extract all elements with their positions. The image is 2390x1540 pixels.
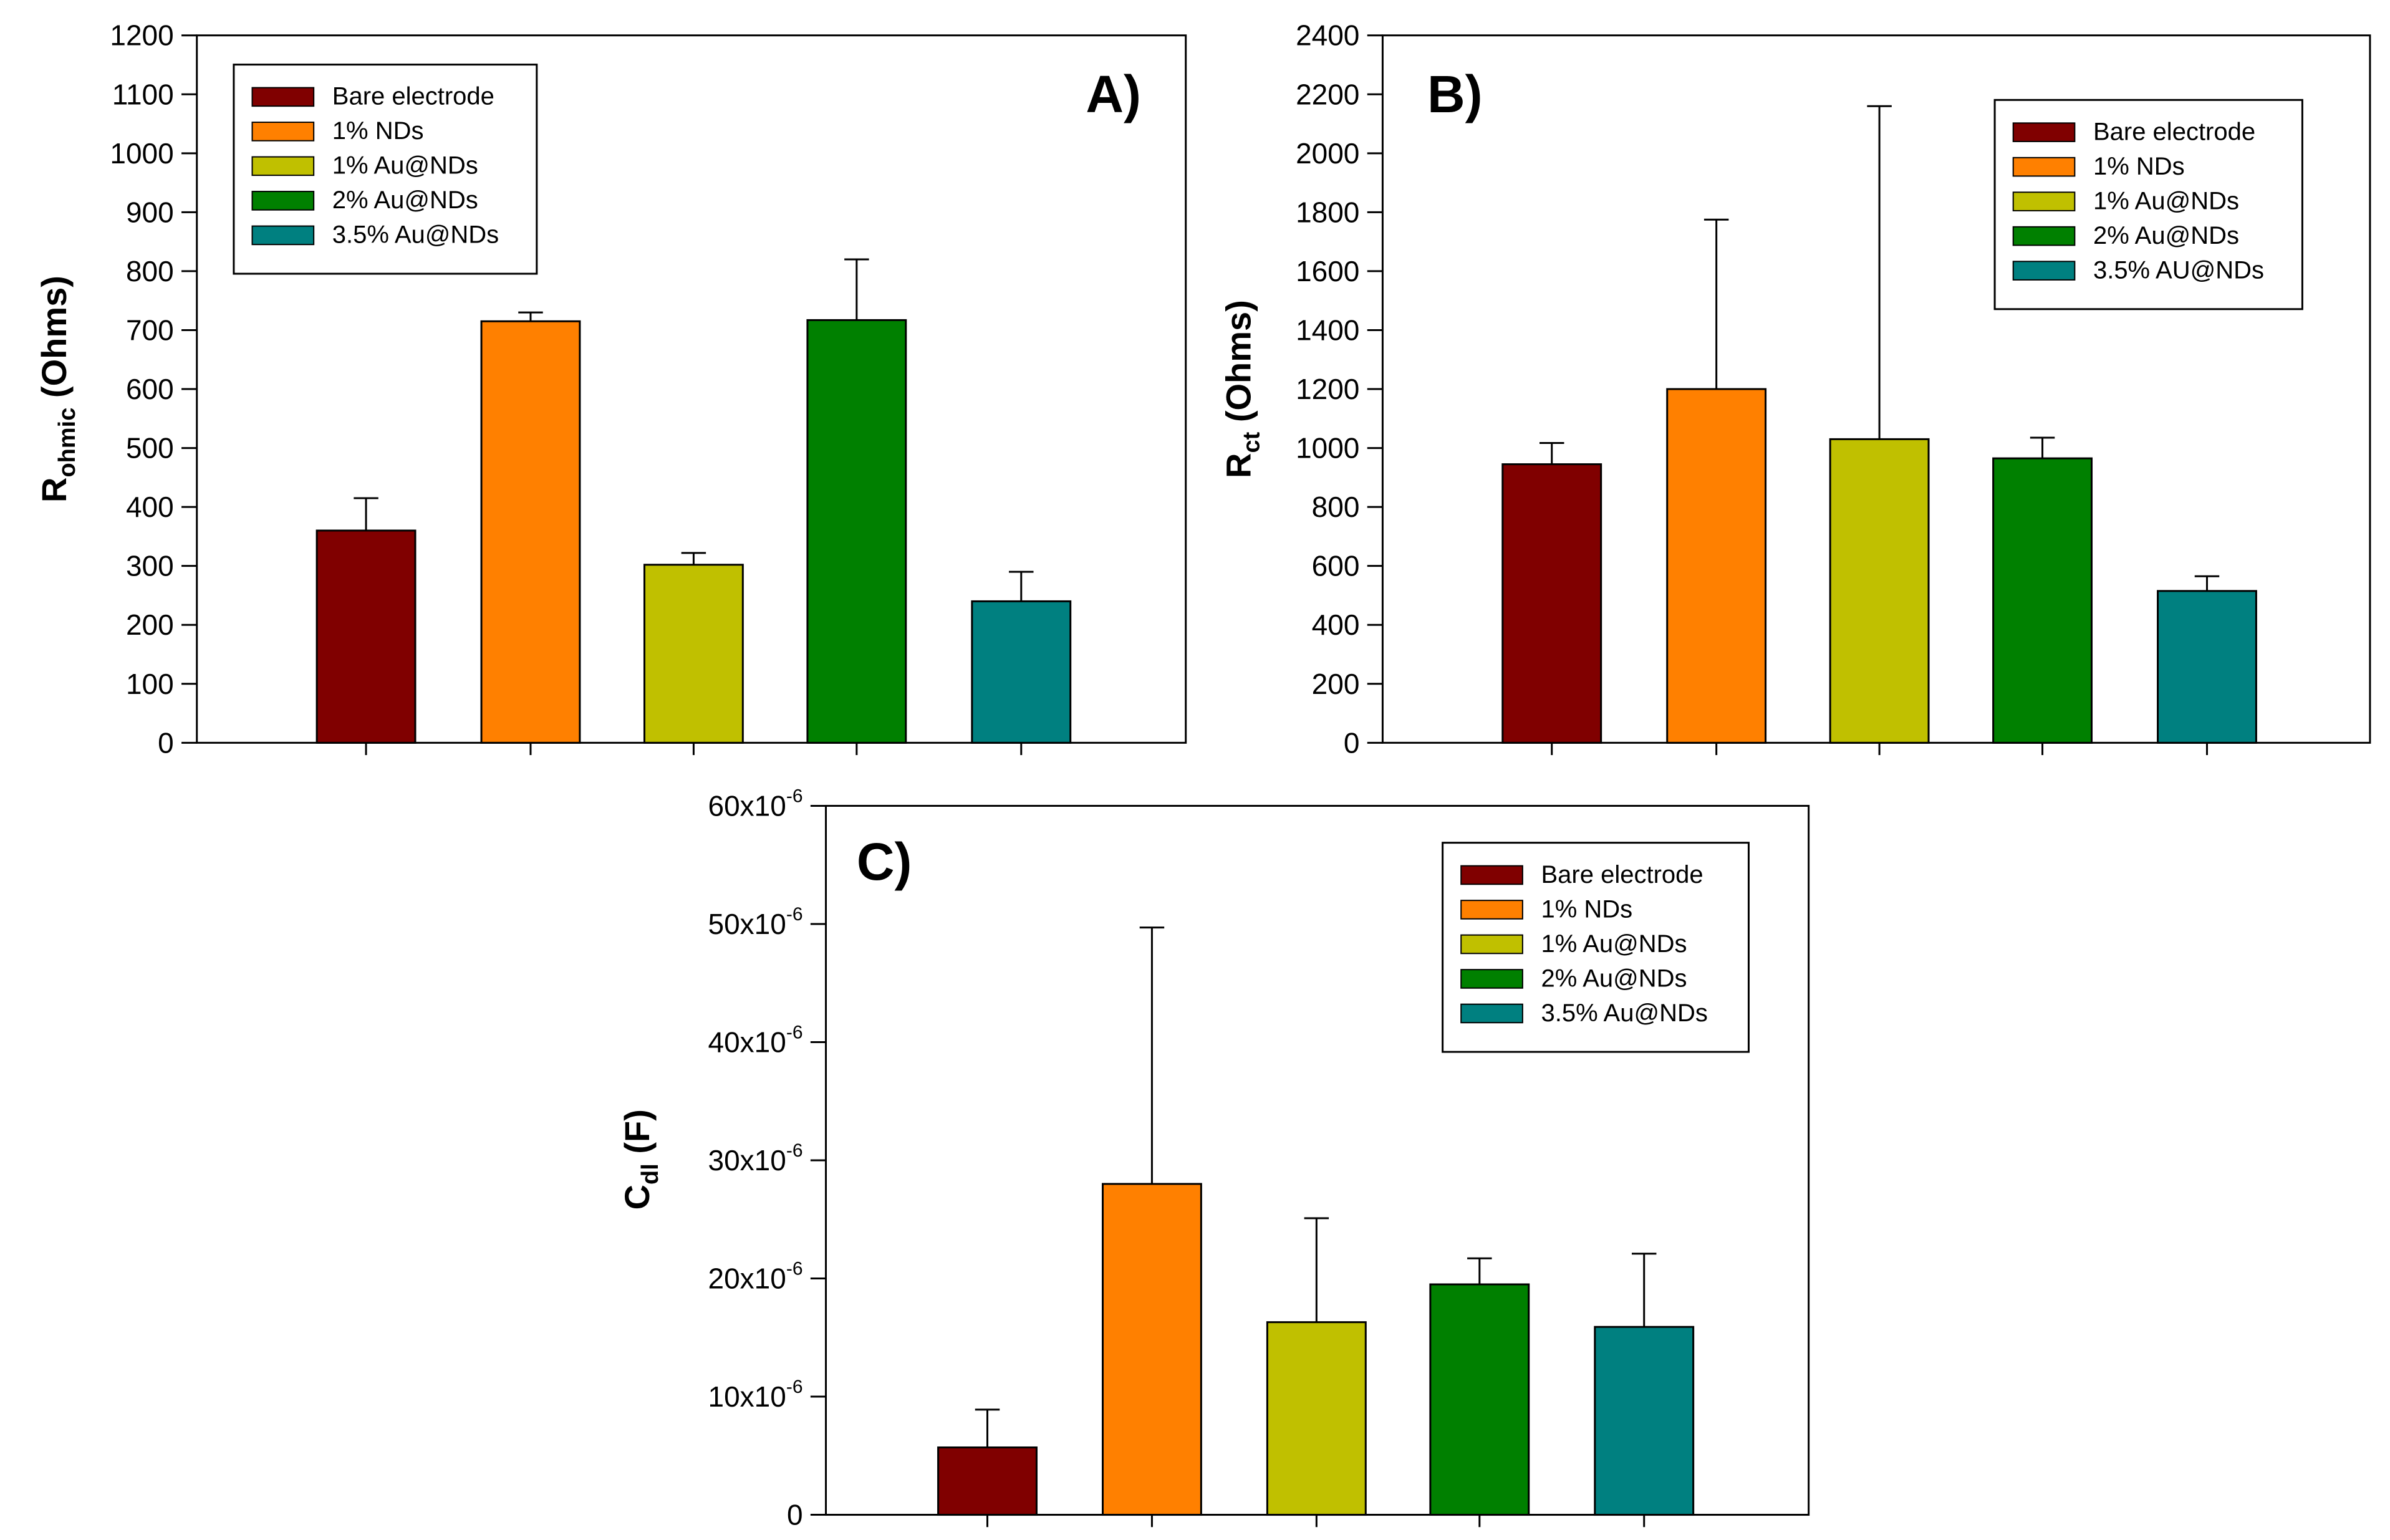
bar [480,320,581,744]
legend-swatch [1460,969,1523,989]
bar [1829,438,1930,744]
legend: Bare electrode 1% NDs 1% Au@NDs 2% Au@NDs 3.… [1442,842,1750,1053]
bar [316,529,417,744]
chart-panel-b: 0 200 400 600 800 1000 1200 1400 1600 1800 2000 220… [1218,19,2371,759]
bar [1266,1321,1367,1516]
bar [1666,388,1767,744]
y-tick-label: 400 [126,491,174,523]
bar [1992,457,2093,744]
y-tick-label: 20x10-6 [708,1259,803,1295]
y-tick-label: 1000 [1296,432,1359,464]
y-tick-label: 1200 [1296,373,1359,405]
y-tick-label: 400 [1312,609,1360,641]
legend-swatch [251,122,315,142]
y-tick-label: 1400 [1296,314,1359,346]
y-tick-label: 1800 [1296,196,1359,228]
legend-swatch [2012,191,2076,211]
legend-swatch [1460,900,1523,920]
bar [937,1446,1038,1516]
y-tick-label: 60x10-6 [708,786,803,822]
legend-label: 1% Au@NDs [2093,187,2239,214]
legend-swatch [251,225,315,246]
y-tick-label: 200 [1312,668,1360,700]
y-tick-label: 300 [126,550,174,582]
y-tick-label: 2400 [1296,19,1359,52]
y-tick-label: 100 [126,668,174,700]
bar [1429,1283,1530,1516]
chart-panel-a: 0 100 200 300 400 500 600 700 800 900 1000 1100 1200… [34,19,1187,759]
y-tick-label: 0 [1344,726,1360,759]
legend-label: Bare electrode [1541,861,1703,888]
y-tick-label: 200 [126,609,174,641]
panel-label: A) [1086,65,1141,123]
legend-label: Bare electrode [332,83,494,110]
legend-label: 1% NDs [2093,153,2185,180]
legend-swatch [251,87,315,107]
legend-label: Bare electrode [2093,118,2255,145]
legend-swatch [251,191,315,211]
y-tick-label: 500 [126,432,174,464]
bar [1501,463,1602,744]
bar [643,564,744,744]
legend-label: 1% NDs [1541,895,1632,923]
legend-swatch [1460,934,1523,955]
legend-swatch [251,156,315,176]
legend: Bare electrode 1% NDs 1% Au@NDs 2% Au@NDs 3.… [1993,99,2303,310]
y-tick-label: 1200 [110,19,173,52]
legend-label: 3.5% Au@NDs [1541,999,1707,1027]
panel-label: B) [1427,65,1483,123]
chart-panel-c: 0 10x10-6 20x10-6 30x10-6 40x10-6 50x10-6 60x1… [617,786,1810,1531]
legend-swatch [2012,226,2076,246]
y-axis-title: Rct (Ohms) [1218,300,1265,478]
legend-label: 3.5% AU@NDs [2093,256,2264,284]
legend-label: 1% Au@NDs [332,152,478,180]
panel-label: C) [857,832,912,891]
legend-swatch [2012,261,2076,281]
y-tick-label: 30x10-6 [708,1140,803,1177]
legend-swatch [1460,1003,1523,1024]
y-tick-label: 600 [126,373,174,405]
bar [806,319,907,744]
y-tick-label: 700 [126,314,174,346]
y-tick-label: 0 [158,726,174,759]
legend-label: 1% NDs [332,117,424,145]
y-tick-label: 40x10-6 [708,1022,803,1058]
legend: Bare electrode 1% NDs 1% Au@NDs 2% Au@NDs 3.… [233,64,538,275]
legend-swatch [1460,865,1523,885]
legend-label: 2% Au@NDs [332,186,478,214]
y-tick-label: 800 [126,255,174,287]
legend-label: 3.5% Au@NDs [332,221,499,249]
y-tick-label: 1600 [1296,255,1359,287]
legend-swatch [2012,122,2076,142]
legend-label: 1% Au@NDs [1541,930,1687,958]
y-tick-label: 900 [126,196,174,228]
bar [2157,590,2257,744]
y-tick-label: 50x10-6 [708,904,803,940]
y-axis-title: Rohmic (Ohms) [34,276,80,503]
y-axis-title: Cdl (F) [617,1109,663,1210]
bar [1594,1326,1695,1516]
y-tick-label: 2200 [1296,78,1359,110]
bar [971,600,1072,744]
y-tick-label: 800 [1312,491,1360,523]
y-tick-label: 10x10-6 [708,1377,803,1413]
y-tick-label: 1000 [110,137,173,170]
legend-label: 2% Au@NDs [2093,222,2239,249]
y-tick-label: 1100 [112,78,174,110]
legend-swatch [2012,156,2076,177]
y-tick-label: 2000 [1296,137,1359,170]
bar [1102,1183,1202,1516]
y-tick-label: 600 [1312,550,1360,582]
legend-label: 2% Au@NDs [1541,965,1687,992]
y-tick-label: 0 [787,1499,803,1531]
